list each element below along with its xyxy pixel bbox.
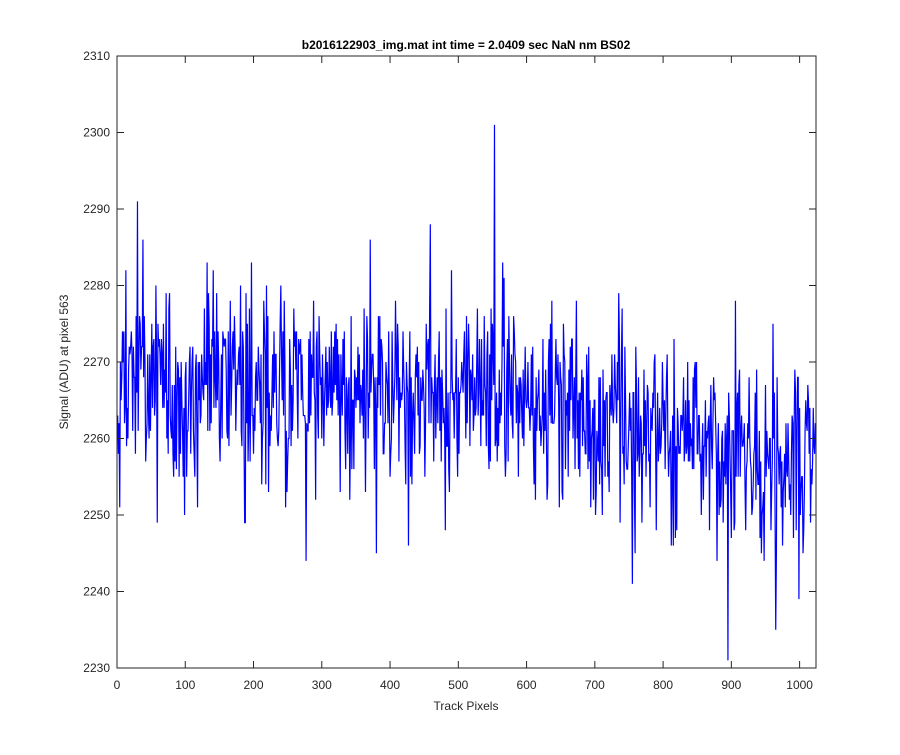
signal-series-line	[117, 124, 817, 661]
y-tick-label: 2250	[83, 508, 110, 522]
x-tick-label: 800	[653, 678, 673, 692]
x-tick-label: 900	[721, 678, 741, 692]
y-axis-ticks: 2230 2240 2250 2260 2270 2280 2290 2300 2310	[83, 49, 816, 675]
y-tick-label: 2230	[83, 661, 110, 675]
x-tick-label: 700	[585, 678, 605, 692]
y-tick-label: 2280	[83, 279, 110, 293]
y-tick-label: 2290	[83, 202, 110, 216]
y-tick-label: 2310	[83, 49, 110, 63]
y-tick-label: 2240	[83, 585, 110, 599]
x-tick-label: 300	[312, 678, 332, 692]
y-tick-label: 2260	[83, 432, 110, 446]
x-tick-label: 1000	[786, 678, 813, 692]
x-tick-label: 100	[175, 678, 195, 692]
x-tick-label: 500	[448, 678, 468, 692]
series-layer	[117, 124, 817, 661]
y-tick-label: 2270	[83, 355, 110, 369]
x-tick-label: 400	[380, 678, 400, 692]
x-tick-label: 0	[114, 678, 121, 692]
y-axis-label: Signal (ADU) at pixel 563	[57, 294, 71, 429]
x-tick-label: 200	[244, 678, 264, 692]
chart-title: b2016122903_img.mat int time = 2.0409 se…	[302, 38, 631, 52]
x-tick-label: 600	[517, 678, 537, 692]
x-axis-ticks: 0 100 200 300 400 500 600 700 800 900 1000	[114, 56, 813, 692]
x-axis-label: Track Pixels	[434, 699, 499, 713]
y-tick-label: 2300	[83, 126, 110, 140]
